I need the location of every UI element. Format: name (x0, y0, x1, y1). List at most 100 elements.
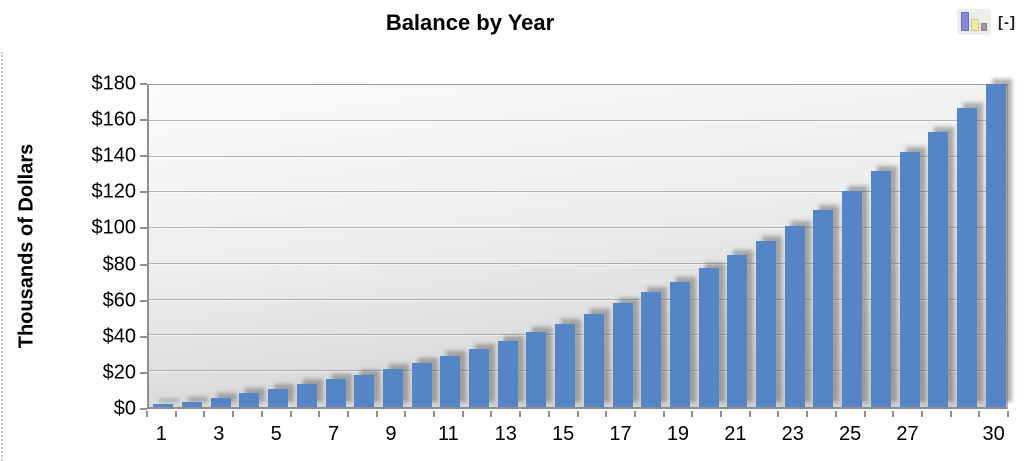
x-tick-label-15: 15 (552, 423, 575, 445)
x-tick-mark-28 (949, 411, 952, 417)
grid-line-160 (149, 119, 1007, 121)
x-tick-mark-30 (1007, 411, 1009, 417)
x-tick-label-17: 17 (609, 423, 632, 445)
x-tick-label-21: 21 (724, 423, 747, 445)
grid-line-20 (149, 370, 1007, 372)
x-tick-mark-10 (433, 411, 435, 417)
bar-year-20[interactable] (698, 267, 719, 407)
x-tick-mark-3 (232, 411, 235, 417)
x-tick-mark-6 (318, 411, 321, 417)
bar-chart-icon[interactable] (957, 9, 991, 35)
x-tick-mark-4 (260, 411, 263, 417)
x-tick-label-1: 1 (155, 423, 167, 445)
x-tick-label-3: 3 (213, 423, 225, 445)
y-tick-mark-80 (140, 263, 147, 266)
x-tick-mark-11 (461, 411, 464, 417)
grid-line-140 (149, 155, 1007, 157)
bar-year-12[interactable] (469, 349, 490, 407)
y-tick-label-100: $100 (91, 216, 137, 239)
grid-line-80 (149, 262, 1007, 264)
chart-title: Balance by Year (385, 10, 555, 35)
x-tick-mark-15 (576, 411, 579, 417)
x-tick-mark-17 (633, 411, 636, 417)
bar-year-13[interactable] (497, 341, 518, 407)
x-tick-mark-20 (720, 411, 722, 417)
x-tick-mark-26 (892, 411, 895, 417)
grid-line-60 (149, 298, 1007, 300)
bar-year-4[interactable] (239, 393, 260, 407)
y-tick-label-140: $140 (91, 144, 137, 167)
bar-year-8[interactable] (354, 374, 375, 407)
bar-year-18[interactable] (641, 292, 662, 407)
bar-year-24[interactable] (813, 210, 834, 407)
x-tick-mark-27 (920, 411, 923, 417)
bar-year-9[interactable] (382, 369, 403, 407)
y-tick-label-0: $0 (113, 397, 136, 420)
grid-line-100 (149, 227, 1007, 229)
x-tick-mark-29 (978, 411, 981, 417)
x-tick-label-5: 5 (270, 423, 282, 445)
x-tick-mark-22 (777, 411, 780, 417)
panel-left-border (1, 52, 3, 461)
bar-year-3[interactable] (210, 397, 231, 407)
x-tick-label-11: 11 (437, 423, 459, 445)
bar-year-17[interactable] (612, 303, 633, 407)
bar-year-22[interactable] (756, 240, 777, 407)
x-tick-mark-13 (519, 411, 522, 417)
x-tick-mark-2 (203, 411, 206, 417)
bar-year-26[interactable] (870, 171, 891, 407)
y-tick-mark-120 (140, 191, 147, 194)
bar-year-30[interactable] (985, 83, 1006, 407)
y-tick-mark-140 (140, 155, 147, 158)
plot-area (147, 83, 1008, 409)
collapse-chart-button[interactable]: [-] (998, 13, 1016, 31)
bar-year-23[interactable] (784, 226, 805, 407)
bar-year-29[interactable] (956, 108, 977, 407)
y-tick-mark-20 (140, 371, 147, 374)
bar-year-10[interactable] (411, 362, 432, 407)
y-axis-title: Thousands of Dollars (15, 143, 38, 349)
x-tick-label-7: 7 (327, 423, 340, 445)
y-tick-mark-60 (140, 299, 147, 302)
x-tick-label-27: 27 (896, 423, 919, 445)
x-tick-mark-7 (346, 411, 349, 417)
bar-year-1[interactable] (153, 404, 174, 407)
bar-year-21[interactable] (727, 255, 748, 407)
bar-year-14[interactable] (526, 332, 547, 407)
x-tick-mark-24 (834, 411, 837, 417)
y-tick-label-80: $80 (102, 253, 136, 276)
grid-line-120 (149, 191, 1007, 193)
bar-year-5[interactable] (268, 388, 289, 407)
y-tick-label-60: $60 (102, 289, 136, 312)
bar-year-11[interactable] (440, 355, 461, 407)
x-tick-mark-0 (146, 411, 148, 417)
x-tick-mark-14 (547, 411, 550, 417)
bar-year-28[interactable] (928, 131, 949, 407)
bar-year-2[interactable] (182, 401, 203, 407)
x-tick-label-25: 25 (839, 423, 862, 445)
x-tick-mark-18 (662, 411, 665, 417)
bar-year-27[interactable] (899, 151, 920, 407)
x-tick-mark-19 (691, 411, 694, 417)
bar-year-19[interactable] (669, 281, 690, 407)
x-tick-label-13: 13 (494, 423, 517, 445)
y-tick-mark-40 (140, 335, 147, 338)
bar-chart-icon-bar-gray (980, 23, 987, 31)
bar-chart-icon-bar-yellow (971, 19, 979, 31)
x-tick-mark-9 (404, 411, 407, 417)
bar-chart-icon-bar-blue (961, 12, 970, 31)
x-tick-label-9: 9 (385, 423, 397, 445)
bar-year-7[interactable] (325, 379, 346, 407)
bar-year-15[interactable] (555, 323, 576, 407)
bar-year-16[interactable] (583, 314, 604, 407)
x-tick-label-19: 19 (666, 423, 690, 445)
y-tick-label-20: $20 (102, 361, 136, 384)
y-tick-mark-0 (140, 408, 147, 410)
bar-year-25[interactable] (842, 191, 863, 407)
x-tick-mark-25 (863, 411, 866, 417)
bar-year-6[interactable] (296, 384, 317, 407)
chart-widget-controls: [-] (957, 8, 1016, 36)
y-tick-label-40: $40 (102, 325, 136, 348)
grid-line-40 (149, 334, 1007, 336)
